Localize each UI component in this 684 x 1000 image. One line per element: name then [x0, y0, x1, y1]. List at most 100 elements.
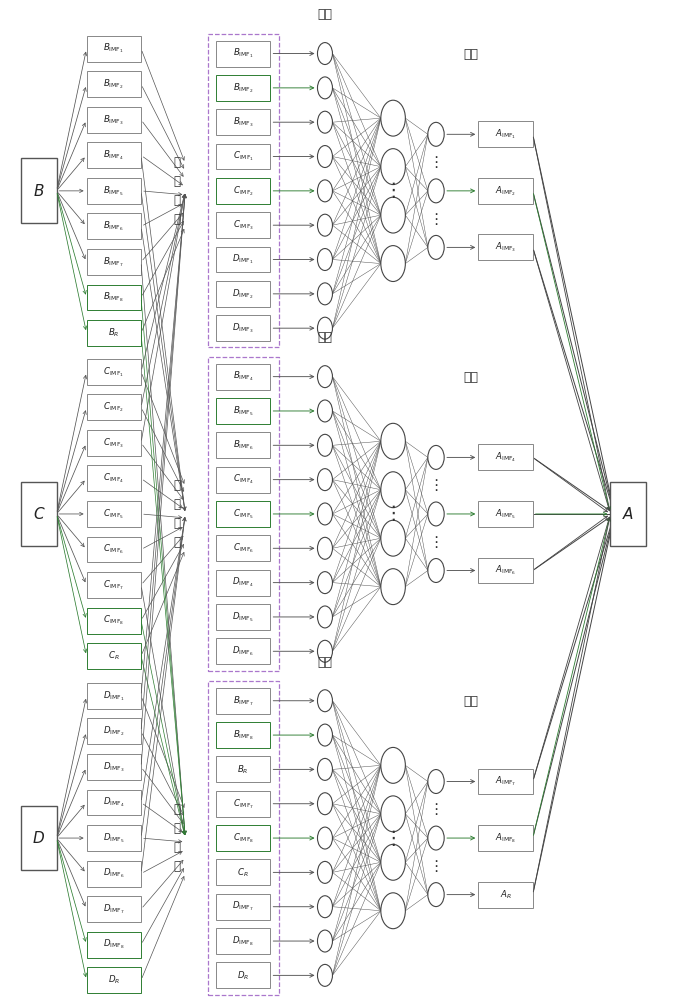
Text: $C_{\rm{IMF}_{7}}$: $C_{\rm{IMF}_{7}}$ — [233, 797, 254, 811]
Circle shape — [317, 214, 332, 236]
Text: $A_{\rm{IMF}_{5}}$: $A_{\rm{IMF}_{5}}$ — [495, 507, 516, 521]
Bar — [87, 71, 141, 97]
Text: $B_{\rm{IMF}_{7}}$: $B_{\rm{IMF}_{7}}$ — [233, 694, 254, 708]
Circle shape — [317, 572, 332, 594]
Text: $B_{\rm{IMF}_{4}}$: $B_{\rm{IMF}_{4}}$ — [103, 149, 124, 162]
Circle shape — [317, 503, 332, 525]
Text: $D_{\rm{IMF}_{2}}$: $D_{\rm{IMF}_{2}}$ — [103, 725, 124, 738]
Bar — [87, 861, 141, 887]
Bar — [216, 604, 270, 630]
Circle shape — [428, 826, 444, 850]
Text: $D_{\rm{IMF}_{7}}$: $D_{\rm{IMF}_{7}}$ — [233, 900, 254, 913]
Bar — [21, 158, 57, 223]
Text: ⋮: ⋮ — [428, 478, 444, 493]
Text: $B_{\rm{IMF}_{2}}$: $B_{\rm{IMF}_{2}}$ — [103, 77, 124, 91]
Text: $C_{\rm{IMF}_{7}}$: $C_{\rm{IMF}_{7}}$ — [103, 578, 124, 592]
Text: $C_{\rm{IMF}_{8}}$: $C_{\rm{IMF}_{8}}$ — [103, 614, 124, 627]
Bar — [216, 791, 270, 817]
Text: $C_{\rm{IMF}_{2}}$: $C_{\rm{IMF}_{2}}$ — [103, 401, 124, 414]
Circle shape — [317, 283, 332, 305]
Bar — [87, 465, 141, 491]
Circle shape — [317, 77, 332, 99]
Text: $\it{D}$: $\it{D}$ — [32, 830, 45, 846]
Text: $D_{\rm{IMF}_{1}}$: $D_{\rm{IMF}_{1}}$ — [103, 689, 124, 703]
Bar — [478, 444, 533, 470]
Bar — [216, 501, 270, 527]
Text: $D_{\rm{IMF}_{3}}$: $D_{\rm{IMF}_{3}}$ — [103, 760, 124, 774]
Text: 输入: 输入 — [317, 656, 332, 669]
Circle shape — [428, 883, 444, 907]
Bar — [87, 359, 141, 385]
Text: $C_{\rm{IMF}_{4}}$: $C_{\rm{IMF}_{4}}$ — [233, 473, 254, 486]
Circle shape — [317, 758, 332, 780]
Text: $A_{\rm{IMF}_{3}}$: $A_{\rm{IMF}_{3}}$ — [495, 241, 516, 254]
Bar — [478, 558, 533, 583]
Text: $A_{\rm{IMF}_{8}}$: $A_{\rm{IMF}_{8}}$ — [495, 831, 516, 845]
Bar — [87, 683, 141, 709]
Circle shape — [317, 434, 332, 456]
Text: $C_{\rm{IMF}_{6}}$: $C_{\rm{IMF}_{6}}$ — [103, 543, 124, 556]
Bar — [216, 144, 270, 169]
Circle shape — [428, 502, 444, 526]
Text: $D_{\rm{IMF}_{4}}$: $D_{\rm{IMF}_{4}}$ — [103, 796, 124, 809]
Text: $C_{\rm{IMF}_{3}}$: $C_{\rm{IMF}_{3}}$ — [103, 436, 124, 450]
Text: $D_{\rm{IMF}_{5}}$: $D_{\rm{IMF}_{5}}$ — [103, 831, 124, 845]
Bar — [21, 806, 57, 870]
Circle shape — [381, 246, 406, 282]
Text: 输出: 输出 — [463, 48, 478, 61]
Bar — [87, 572, 141, 598]
Text: ⋮: ⋮ — [428, 535, 444, 550]
Text: ⋮: ⋮ — [383, 504, 403, 523]
Text: $C_{\rm{IMF}_{1}}$: $C_{\rm{IMF}_{1}}$ — [103, 365, 124, 379]
Bar — [216, 315, 270, 341]
Text: $B_{\rm{IMF}_{2}}$: $B_{\rm{IMF}_{2}}$ — [233, 81, 254, 95]
Bar — [478, 769, 533, 794]
Circle shape — [381, 197, 406, 233]
Circle shape — [381, 747, 406, 783]
Circle shape — [317, 400, 332, 422]
Circle shape — [317, 640, 332, 662]
Text: $\it{C}$: $\it{C}$ — [33, 506, 45, 522]
Circle shape — [381, 844, 406, 880]
Text: ⋮: ⋮ — [428, 212, 444, 227]
Circle shape — [317, 469, 332, 491]
Text: $C_R$: $C_R$ — [108, 650, 120, 662]
Circle shape — [317, 366, 332, 388]
Circle shape — [381, 149, 406, 185]
Text: $D_{\rm{IMF}_{8}}$: $D_{\rm{IMF}_{8}}$ — [233, 934, 254, 948]
Text: $B_{\rm{IMF}_{6}}$: $B_{\rm{IMF}_{6}}$ — [103, 220, 124, 233]
Circle shape — [381, 100, 406, 136]
Text: $B_R$: $B_R$ — [237, 763, 249, 776]
Circle shape — [317, 43, 332, 65]
Circle shape — [428, 179, 444, 203]
Bar — [87, 36, 141, 62]
Text: $D_{\rm{IMF}_{7}}$: $D_{\rm{IMF}_{7}}$ — [103, 902, 124, 916]
Text: $D_{\rm{IMF}_{2}}$: $D_{\rm{IMF}_{2}}$ — [233, 287, 254, 301]
Bar — [216, 109, 270, 135]
Text: $D_{\rm{IMF}_{4}}$: $D_{\rm{IMF}_{4}}$ — [233, 576, 254, 589]
Text: $B_{\rm{IMF}_{3}}$: $B_{\rm{IMF}_{3}}$ — [233, 115, 254, 129]
Text: $C_{\rm{IMF}_{5}}$: $C_{\rm{IMF}_{5}}$ — [233, 507, 254, 521]
Circle shape — [317, 111, 332, 133]
Bar — [216, 41, 270, 67]
Bar — [87, 430, 141, 456]
Bar — [87, 285, 141, 310]
Circle shape — [317, 793, 332, 815]
Circle shape — [317, 690, 332, 712]
Bar — [87, 718, 141, 744]
Bar — [208, 681, 278, 995]
Bar — [216, 432, 270, 458]
Bar — [610, 482, 646, 546]
Text: $A_{\rm{IMF}_{4}}$: $A_{\rm{IMF}_{4}}$ — [495, 451, 516, 464]
Text: $D_R$: $D_R$ — [107, 974, 120, 986]
Bar — [216, 722, 270, 748]
Bar — [21, 482, 57, 546]
Text: $B_{\rm{IMF}_{8}}$: $B_{\rm{IMF}_{8}}$ — [103, 291, 124, 304]
Text: $\it{B}$: $\it{B}$ — [33, 183, 44, 199]
Bar — [87, 178, 141, 204]
Bar — [87, 501, 141, 527]
Bar — [216, 364, 270, 390]
Bar — [87, 825, 141, 851]
Text: $\it{A}$: $\it{A}$ — [622, 506, 634, 522]
Text: $D_{\rm{IMF}_{1}}$: $D_{\rm{IMF}_{1}}$ — [233, 253, 254, 266]
